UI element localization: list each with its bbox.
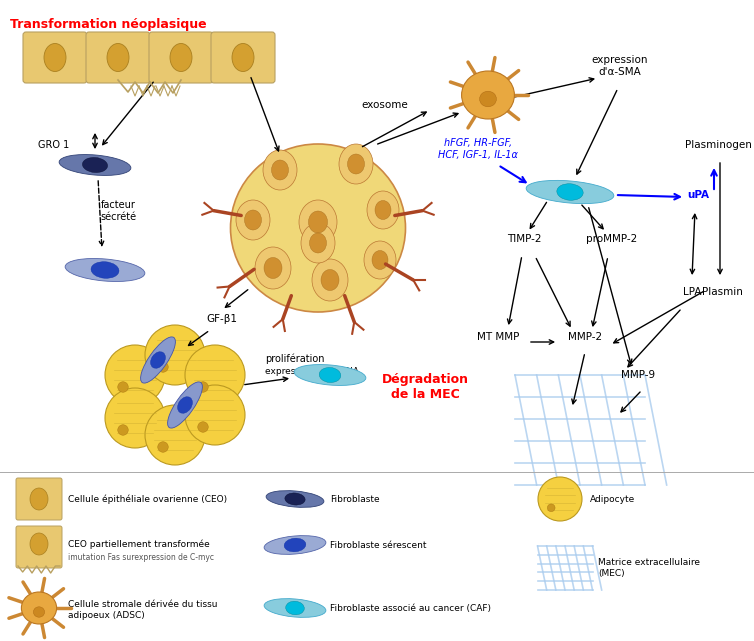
Ellipse shape <box>480 91 496 107</box>
Ellipse shape <box>118 382 128 392</box>
Ellipse shape <box>244 210 262 230</box>
Ellipse shape <box>65 258 145 281</box>
FancyBboxPatch shape <box>23 32 87 83</box>
Ellipse shape <box>266 490 324 508</box>
FancyBboxPatch shape <box>86 32 150 83</box>
Text: exosome: exosome <box>362 100 409 110</box>
Text: Matrice extracellulaire
(MEC): Matrice extracellulaire (MEC) <box>598 558 700 578</box>
Ellipse shape <box>30 533 48 555</box>
Ellipse shape <box>348 154 364 174</box>
Ellipse shape <box>557 184 583 200</box>
Ellipse shape <box>547 504 555 512</box>
Ellipse shape <box>375 201 391 219</box>
Ellipse shape <box>264 258 282 278</box>
Ellipse shape <box>264 536 326 554</box>
Text: expression
d'α-SMA: expression d'α-SMA <box>592 55 648 77</box>
Ellipse shape <box>59 154 131 176</box>
Ellipse shape <box>107 44 129 72</box>
Text: Adipocyte: Adipocyte <box>590 494 636 503</box>
Ellipse shape <box>271 160 289 180</box>
Ellipse shape <box>170 44 192 72</box>
Ellipse shape <box>105 388 165 448</box>
Ellipse shape <box>21 592 57 624</box>
Ellipse shape <box>158 442 168 453</box>
Text: Cellule stromale dérivée du tissu
adipoeux (ADSC): Cellule stromale dérivée du tissu adipoe… <box>68 601 217 620</box>
Ellipse shape <box>309 233 326 253</box>
Ellipse shape <box>299 200 337 244</box>
Ellipse shape <box>526 180 614 204</box>
Text: CEO partiellement transformée: CEO partiellement transformée <box>68 539 210 549</box>
Ellipse shape <box>312 259 348 301</box>
FancyBboxPatch shape <box>149 32 213 83</box>
Ellipse shape <box>294 365 366 385</box>
Text: facteur
sécrété: facteur sécrété <box>100 201 136 222</box>
Ellipse shape <box>167 382 202 428</box>
Text: Dégradation
de la MEC: Dégradation de la MEC <box>382 373 468 401</box>
Ellipse shape <box>319 367 341 383</box>
Text: prolifération: prolifération <box>265 353 324 364</box>
Ellipse shape <box>158 362 168 372</box>
FancyBboxPatch shape <box>16 478 62 520</box>
Ellipse shape <box>255 247 291 289</box>
Ellipse shape <box>321 269 339 290</box>
Text: Fibroblaste: Fibroblaste <box>330 494 379 503</box>
Ellipse shape <box>286 601 305 615</box>
Ellipse shape <box>185 385 245 445</box>
FancyBboxPatch shape <box>16 526 62 568</box>
Ellipse shape <box>461 71 514 119</box>
Text: TIMP-2: TIMP-2 <box>507 234 541 244</box>
Ellipse shape <box>364 241 396 279</box>
Text: MT MMP: MT MMP <box>477 332 520 342</box>
Ellipse shape <box>538 477 582 521</box>
Ellipse shape <box>372 251 388 269</box>
Text: Cellule épithéliale ovarienne (CEO): Cellule épithéliale ovarienne (CEO) <box>68 494 227 504</box>
Text: imutation Fas surexpression de C-myc: imutation Fas surexpression de C-myc <box>68 553 214 563</box>
Ellipse shape <box>231 144 406 312</box>
Ellipse shape <box>263 150 297 190</box>
Ellipse shape <box>30 488 48 510</box>
Ellipse shape <box>151 352 165 369</box>
Text: GF-β1: GF-β1 <box>207 314 238 324</box>
Text: Fibroblaste associé au cancer (CAF): Fibroblaste associé au cancer (CAF) <box>330 603 491 613</box>
Text: MMP-2: MMP-2 <box>568 332 602 342</box>
Ellipse shape <box>232 44 254 72</box>
Text: MMP-9: MMP-9 <box>621 370 655 380</box>
Text: Transformation néoplasique: Transformation néoplasique <box>10 18 207 31</box>
Ellipse shape <box>105 345 165 405</box>
Ellipse shape <box>33 607 44 617</box>
Ellipse shape <box>285 493 305 505</box>
Ellipse shape <box>91 262 119 278</box>
Ellipse shape <box>236 200 270 240</box>
Ellipse shape <box>82 158 108 172</box>
Ellipse shape <box>185 345 245 405</box>
Text: Fibroblaste sérescent: Fibroblaste sérescent <box>330 540 427 549</box>
Text: uPA: uPA <box>687 190 709 200</box>
Ellipse shape <box>301 223 335 263</box>
Text: proMMP-2: proMMP-2 <box>587 234 638 244</box>
Ellipse shape <box>339 144 373 184</box>
FancyBboxPatch shape <box>211 32 275 83</box>
Text: LPA: LPA <box>683 287 701 297</box>
Text: Plasmin: Plasmin <box>701 287 743 297</box>
Ellipse shape <box>118 425 128 435</box>
Ellipse shape <box>264 599 326 617</box>
Ellipse shape <box>284 538 306 552</box>
Ellipse shape <box>140 337 176 383</box>
Text: GRO 1: GRO 1 <box>38 140 69 150</box>
Ellipse shape <box>145 325 205 385</box>
Ellipse shape <box>44 44 66 72</box>
Ellipse shape <box>308 211 327 233</box>
Ellipse shape <box>367 191 399 229</box>
Ellipse shape <box>145 405 205 465</box>
Ellipse shape <box>198 422 208 432</box>
Ellipse shape <box>198 382 208 392</box>
Ellipse shape <box>178 397 192 413</box>
Text: Plasminogen: Plasminogen <box>685 140 752 150</box>
Text: hFGF, HR-FGF,
HCF, IGF-1, IL-1α: hFGF, HR-FGF, HCF, IGF-1, IL-1α <box>438 138 518 160</box>
Text: expression de α-SNA: expression de α-SNA <box>265 367 359 376</box>
